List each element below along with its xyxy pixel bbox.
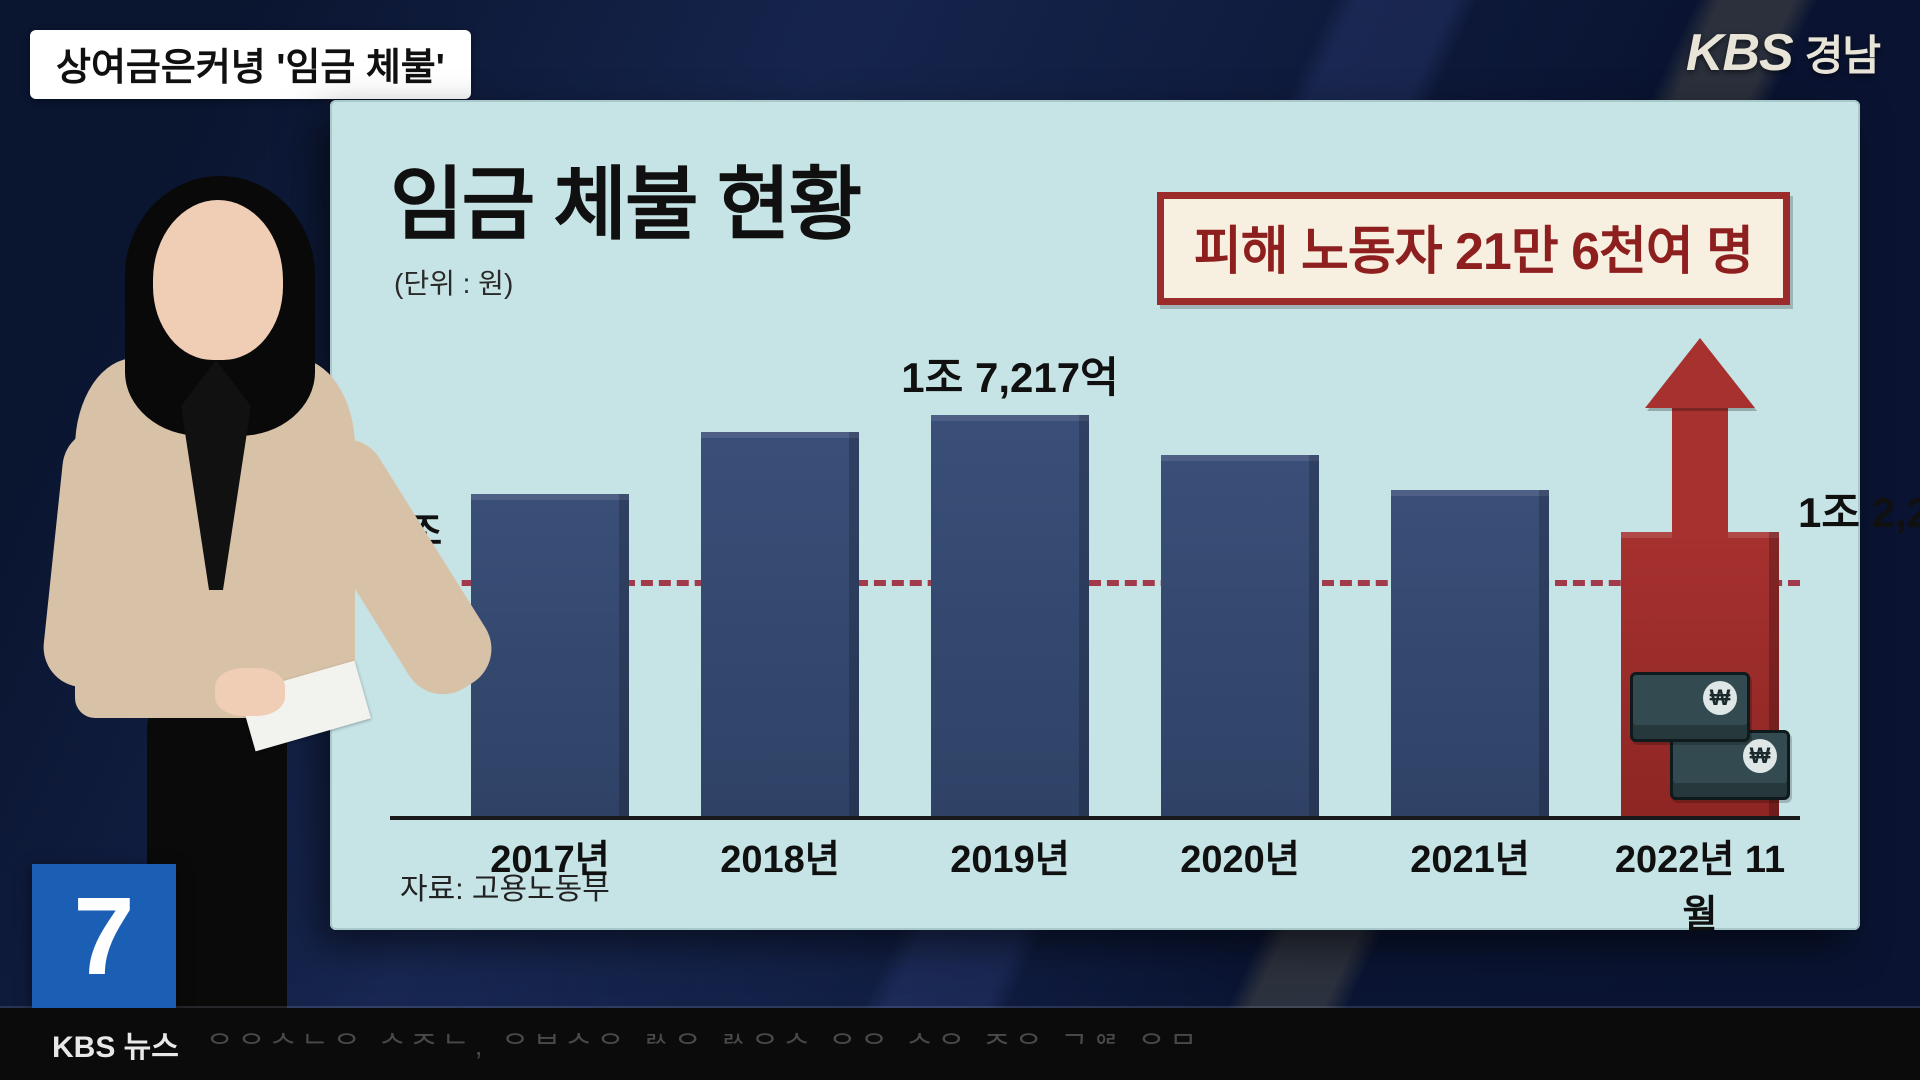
channel-badge: 7 bbox=[32, 864, 176, 1008]
bar-slot-2018 bbox=[690, 350, 870, 816]
xlabel-5: 2022년 11월 bbox=[1610, 820, 1790, 938]
money-stack-icon bbox=[1630, 650, 1820, 800]
bar-2017 bbox=[471, 494, 629, 816]
arrow-up-icon bbox=[1645, 338, 1755, 538]
bar-slot-2021 bbox=[1380, 350, 1560, 816]
ticker-brand: KBS 뉴스 bbox=[0, 1022, 207, 1066]
bar-2020 bbox=[1161, 455, 1319, 816]
x-labels: 2017년 2018년 2019년 2020년 2021년 2022년 11월 bbox=[460, 820, 1790, 938]
xlabel-3: 2020년 bbox=[1150, 820, 1330, 938]
bar-2019 bbox=[931, 415, 1089, 816]
x-axis: 2017년 2018년 2019년 2020년 2021년 2022년 11월 bbox=[390, 820, 1800, 868]
xlabel-4: 2021년 bbox=[1380, 820, 1560, 938]
ticker-scroll: ᄋᄋᄉᄂᄋ ᄉᄌᄂ, ᄋᄇᄉᄋ ᄅᄉᄋ ᄅᄉᄋᄉ ᄋᄋ ᄉᄋ ᄌᄋ ᄀᄋᄅ ᄋᄆ bbox=[207, 1024, 1202, 1064]
bar-chart: 1조 1조 7,217억 1조 bbox=[390, 350, 1800, 820]
highlight-text: 피해 노동자 21만 6천여 명 bbox=[1194, 223, 1753, 281]
logo-region: 경남 bbox=[1805, 22, 1880, 83]
highlight-box: 피해 노동자 21만 6천여 명 bbox=[1157, 192, 1790, 305]
bar-label-2019: 1조 7,217억 bbox=[901, 344, 1118, 405]
headline-chip: 상여금은커녕 '임금 체불' bbox=[30, 30, 471, 99]
chart-panel: 임금 체불 현황 (단위 : 원) 피해 노동자 21만 6천여 명 1조 1조… bbox=[330, 100, 1860, 930]
logo-brand: KBS bbox=[1686, 23, 1793, 83]
channel-number: 7 bbox=[73, 873, 134, 1000]
bar-2021 bbox=[1391, 490, 1549, 816]
broadcaster-logo: KBS 경남 bbox=[1686, 22, 1880, 83]
bar-slot-2020 bbox=[1150, 350, 1330, 816]
news-ticker: KBS 뉴스 ᄋᄋᄉᄂᄋ ᄉᄌᄂ, ᄋᄇᄉᄋ ᄅᄉᄋ ᄅᄉᄋᄉ ᄋᄋ ᄉᄋ ᄌᄋ… bbox=[0, 1008, 1920, 1080]
bar-slot-2017 bbox=[460, 350, 640, 816]
headline-text: 상여금은커녕 '임금 체불' bbox=[56, 47, 445, 89]
xlabel-1: 2018년 bbox=[690, 820, 870, 938]
xlabel-2: 2019년 bbox=[920, 820, 1100, 938]
bars-group: 1조 7,217억 1조 2,202억 bbox=[460, 350, 1790, 816]
bar-label-2022: 1조 2,202억 bbox=[1798, 479, 1920, 540]
bar-2018 bbox=[701, 432, 859, 816]
bar-slot-2019: 1조 7,217억 bbox=[920, 350, 1100, 816]
chart-source: 자료: 고용노동부 bbox=[400, 864, 610, 908]
